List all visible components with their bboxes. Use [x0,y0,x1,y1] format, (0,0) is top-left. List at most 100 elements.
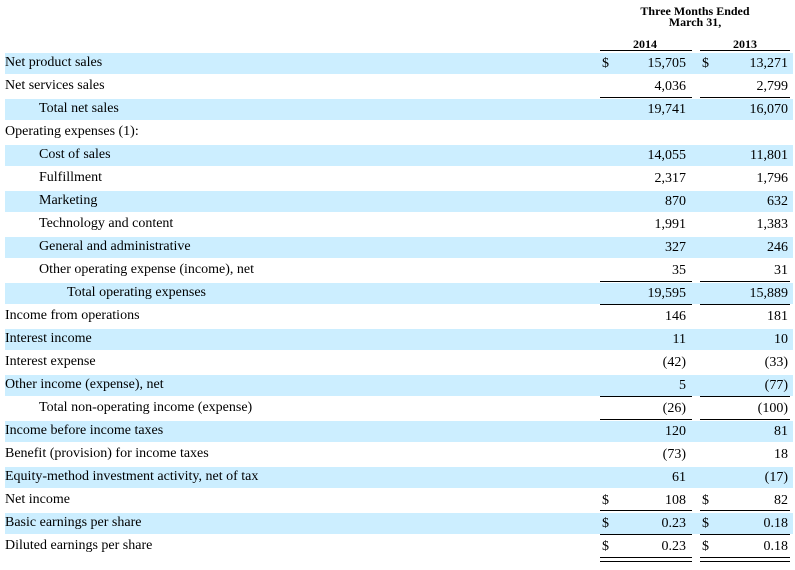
value-2013: 11,801 [750,148,788,163]
value-2013: 18 [774,447,788,462]
value-2013: 10 [774,332,788,347]
table-row: Cost of sales 14,055 11,801 [5,145,793,166]
row-label: Cost of sales [39,147,111,162]
row-label: Diluted earnings per share [5,538,153,553]
table-row: General and administrative 327 246 [5,237,793,258]
row-label: General and administrative [39,239,191,254]
row-label: Operating expenses (1): [5,124,139,139]
dollar-sign-2013: $ [702,539,709,554]
row-label: Interest expense [5,354,96,369]
value-2014: 327 [665,240,686,255]
value-2013: 31 [774,263,788,278]
row-label: Other operating expense (income), net [39,262,254,277]
value-2014: (26) [662,401,686,416]
single-underline [700,304,790,305]
row-label: Interest income [5,331,92,346]
header-underline [700,50,790,51]
table-row: Total non-operating income (expense) (26)… [5,398,793,419]
value-2014: (42) [662,355,686,370]
value-2013: (77) [764,378,788,393]
single-underline [600,281,692,282]
value-2014: 61 [672,470,686,485]
value-2013: 0.18 [763,516,789,531]
table-row: Interest expense (42) (33) [5,352,793,373]
value-2013: (100) [757,401,788,416]
value-2013: 1,383 [756,217,789,232]
value-2014: 0.23 [661,516,687,531]
table-row: Fulfillment 2,317 1,796 [5,168,793,189]
row-label: Net income [5,492,70,507]
row-label: Other income (expense), net [5,377,164,392]
table-row: Total net sales 19,741 16,070 [5,99,793,120]
value-2013: 82 [774,493,788,508]
value-2014: 19,741 [647,102,687,117]
value-2013: 632 [767,194,788,209]
table-row: Net services sales 4,036 2,799 [5,76,793,97]
row-label: Net services sales [5,78,105,93]
table-row: Technology and content 1,991 1,383 [5,214,793,235]
row-label: Total net sales [39,101,119,116]
table-row: Total operating expenses 19,595 15,889 [5,283,793,304]
dollar-sign-2014: $ [602,516,609,531]
single-underline [700,419,790,420]
row-label: Basic earnings per share [5,515,142,530]
value-2014: 870 [665,194,686,209]
table-row: Other operating expense (income), net 35 3… [5,260,793,281]
header-underline [600,50,692,51]
double-underline [700,557,790,562]
header-period: Three Months Ended [640,4,750,18]
value-2014: 11 [672,332,686,347]
value-2014: 2,317 [654,171,687,186]
single-underline [600,534,692,535]
single-underline [700,534,790,535]
table-row: Other income (expense), net 5 (77) [5,375,793,396]
value-2014: 35 [672,263,686,278]
value-2014: 146 [665,309,686,324]
value-2014: 108 [665,493,686,508]
value-2013: 16,070 [749,102,789,117]
table-row: Diluted earnings per share $ $0.23 0.18 [5,536,793,557]
header-date: March 31, [668,15,722,29]
table-row: Marketing 870 632 [5,191,793,212]
table-row: Net product sales $ $15,705 13,271 [5,53,793,74]
value-2014: (73) [662,447,686,462]
single-underline [600,510,692,511]
table-row: Benefit (provision) for income taxes (73)… [5,444,793,465]
value-2013: 81 [774,424,788,439]
dollar-sign-2014: $ [602,493,609,508]
single-underline [700,281,790,282]
table-row: Income from operations 146 181 [5,306,793,327]
single-underline [600,97,692,98]
table-row: Income before income taxes 120 81 [5,421,793,442]
table-row: Operating expenses (1): [5,122,793,143]
value-2013: 181 [767,309,788,324]
year-2013: 2013 [733,37,757,51]
single-underline [700,396,790,397]
single-underline [600,419,692,420]
row-label: Technology and content [39,216,174,231]
table-row: Interest income 11 10 [5,329,793,350]
row-label: Net product sales [5,55,103,70]
value-2014: 0.23 [661,539,687,554]
value-2013: (17) [764,470,788,485]
value-2013: 246 [767,240,788,255]
dollar-sign-2013: $ [702,56,709,71]
table-row: Basic earnings per share $ $0.23 0.18 [5,513,793,534]
row-label: Fulfillment [39,170,102,185]
single-underline [600,396,692,397]
dollar-sign-2013: $ [702,493,709,508]
value-2014: 5 [679,378,686,393]
value-2013: 15,889 [749,286,789,301]
table-row: Equity-method investment activity, net o… [5,467,793,488]
single-underline [700,510,790,511]
dollar-sign-2014: $ [602,56,609,71]
row-label: Income from operations [5,308,140,323]
year-2014: 2014 [633,37,657,51]
value-2013: 0.18 [763,539,789,554]
value-2014: 1,991 [654,217,687,232]
row-label: Total non-operating income (expense) [39,400,253,415]
row-label: Benefit (provision) for income taxes [5,446,209,461]
value-2014: 4,036 [654,79,687,94]
value-2014: 15,705 [647,56,687,71]
value-2013: 13,271 [749,56,789,71]
